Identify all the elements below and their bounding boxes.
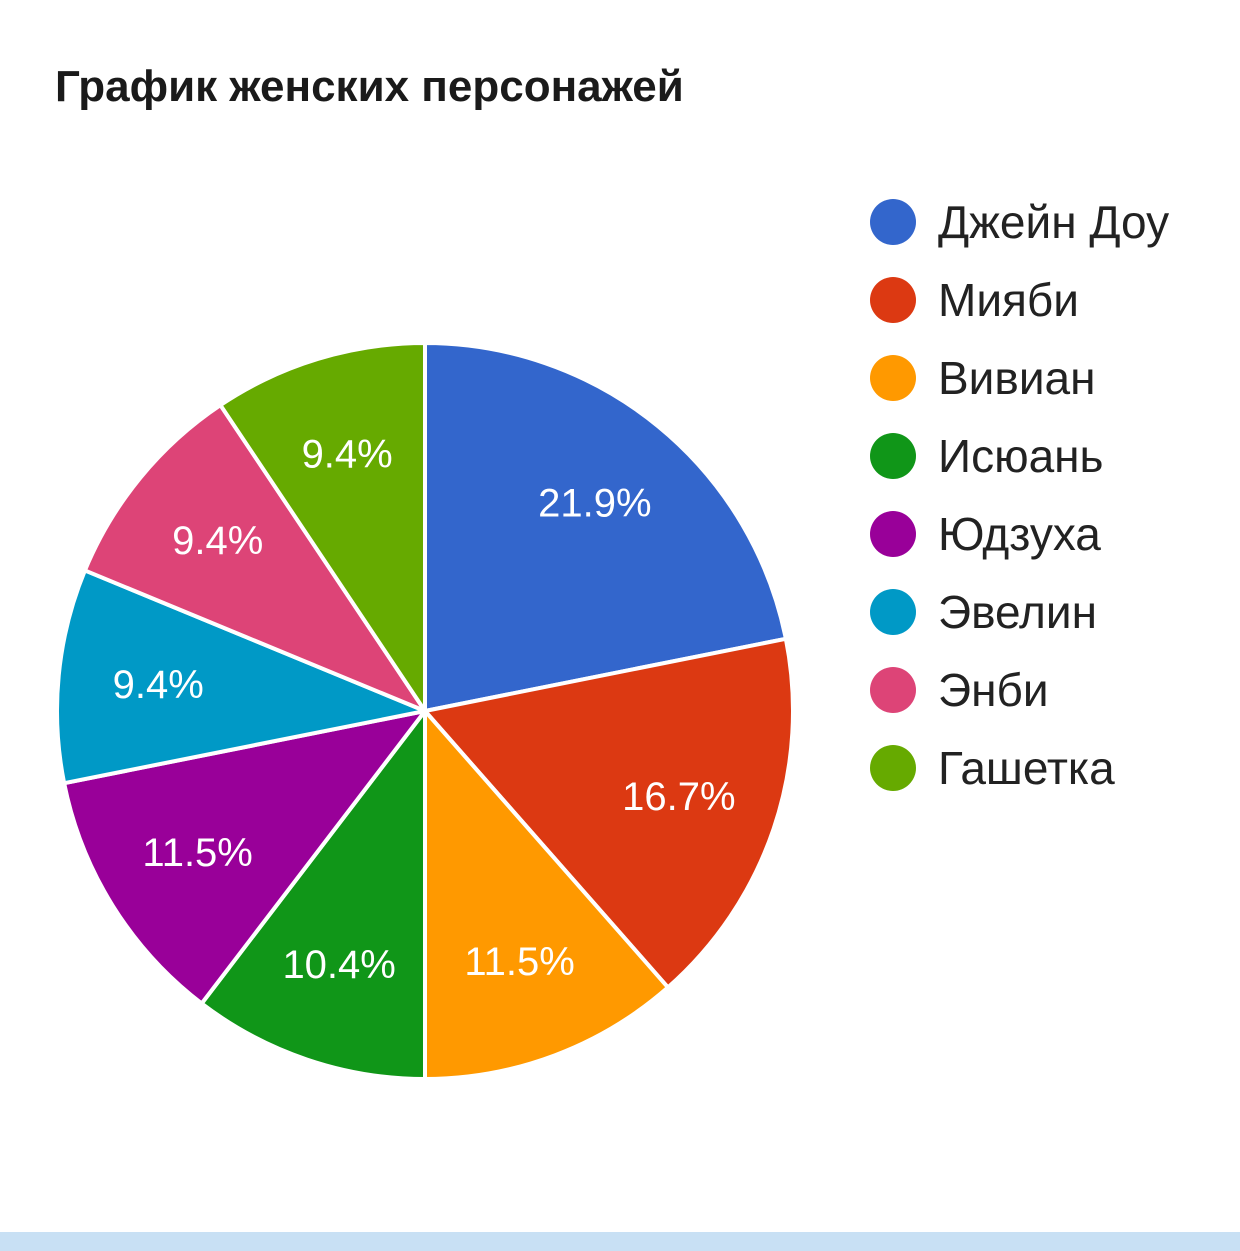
legend-item-4: Исюань (870, 417, 1169, 495)
legend-label-8: Гашетка (938, 742, 1115, 794)
legend-label-5: Юдзуха (938, 508, 1101, 560)
legend-item-3: Вивиан (870, 339, 1169, 417)
pie-slice-6 (55, 568, 427, 786)
legend-swatch-4 (870, 433, 916, 479)
pie-slice-2 (423, 636, 795, 990)
legend-item-5: Юдзуха (870, 495, 1169, 573)
legend-item-6: Эвелин (870, 573, 1169, 651)
chart-title: График женских персонажей (55, 62, 684, 111)
legend-label-4: Исюань (938, 430, 1104, 482)
legend-label-1: Джейн Доу (938, 196, 1170, 248)
pie-slice-1 (423, 341, 788, 713)
legend-item-8: Гашетка (870, 729, 1169, 807)
pie-slice-8 (218, 341, 427, 713)
slice-data-label-5: 11.5% (142, 831, 252, 875)
slice-data-label-7: 9.4% (172, 519, 263, 563)
legend-swatch-8 (870, 745, 916, 791)
pie-slice-7 (82, 403, 427, 713)
pie-slice-3 (423, 709, 670, 1081)
bottom-bar (0, 1232, 1240, 1251)
slice-data-label-2: 16.7% (622, 775, 735, 819)
slice-data-label-6: 9.4% (113, 663, 204, 707)
legend-swatch-7 (870, 667, 916, 713)
legend-swatch-3 (870, 355, 916, 401)
slice-data-label-4: 10.4% (282, 943, 395, 987)
slice-data-label-3: 11.5% (464, 940, 574, 984)
legend-item-1: Джейн Доу (870, 183, 1169, 261)
slice-data-label-1: 21.9% (538, 482, 651, 526)
slice-data-label-8: 9.4% (302, 433, 393, 477)
legend-label-3: Вивиан (938, 352, 1096, 404)
legend-swatch-1 (870, 199, 916, 245)
legend-swatch-6 (870, 589, 916, 635)
legend-item-2: Мияби (870, 261, 1169, 339)
chart-legend: Джейн Доу Мияби Вивиан Исюань Юдзуха Эвелин Эн… (870, 183, 1169, 807)
legend-label-7: Энби (938, 664, 1049, 716)
legend-swatch-5 (870, 511, 916, 557)
legend-label-6: Эвелин (938, 586, 1097, 638)
legend-label-2: Мияби (938, 274, 1079, 326)
legend-item-7: Энби (870, 651, 1169, 729)
pie-slice-4 (199, 709, 427, 1081)
legend-swatch-2 (870, 277, 916, 323)
pie-slice-5 (62, 709, 427, 1006)
